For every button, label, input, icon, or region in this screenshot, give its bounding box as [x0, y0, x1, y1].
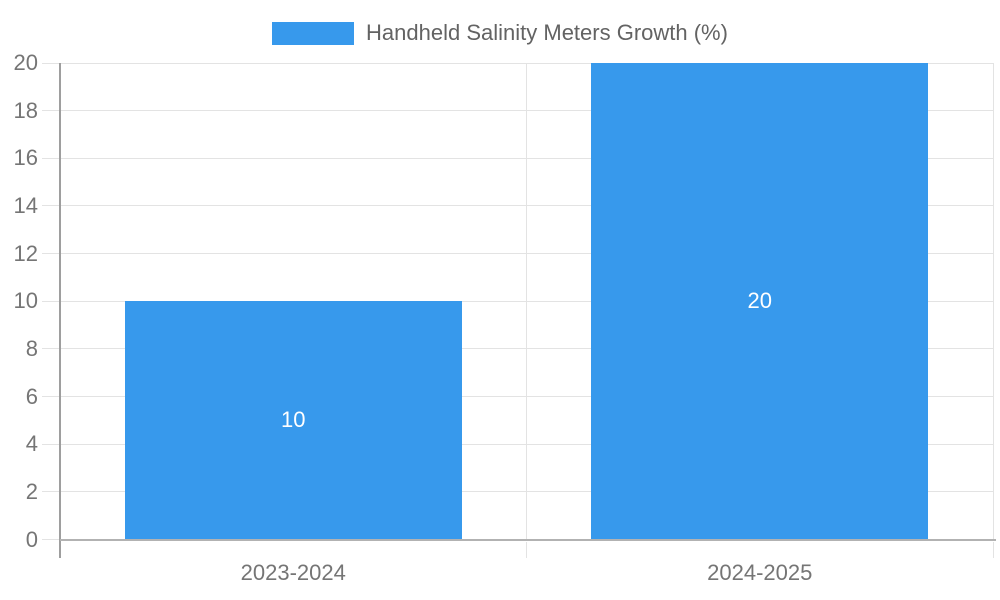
y-tick-label: 4	[25, 431, 38, 457]
y-tick-label: 8	[25, 335, 38, 361]
y-tick-mark	[42, 253, 60, 255]
x-tick-mark	[526, 541, 527, 558]
y-tick-mark	[42, 205, 60, 207]
y-tick-mark	[42, 110, 60, 112]
bar-2024-2025[interactable]: 20	[591, 63, 929, 540]
legend-swatch	[272, 21, 355, 45]
y-tick-mark	[42, 443, 60, 445]
y-tick-mark	[42, 157, 60, 159]
v-gridline	[526, 63, 527, 540]
x-tick-label: 2024-2025	[707, 560, 813, 585]
bar-value-label: 20	[747, 288, 772, 314]
bar-2023-2024[interactable]: 10	[124, 301, 462, 540]
v-gridline	[992, 63, 994, 540]
y-tick-label: 16	[13, 145, 38, 171]
y-tick-label: 2	[25, 478, 38, 504]
x-tick-mark	[992, 541, 994, 558]
y-tick-mark	[42, 491, 60, 493]
y-tick-mark	[42, 348, 60, 350]
y-tick-label: 12	[13, 240, 38, 266]
bar-value-label: 10	[280, 407, 306, 433]
y-tick-label: 14	[13, 192, 38, 218]
x-axis-line	[60, 538, 996, 541]
legend-label: Handheld Salinity Meters Growth (%)	[366, 20, 728, 45]
x-tick-label: 2023-2024	[240, 560, 346, 585]
y-tick-label: 18	[13, 97, 38, 123]
y-tick-mark	[42, 539, 60, 540]
y-tick-mark	[42, 300, 60, 302]
y-tick-label: 20	[13, 50, 38, 75]
y-tick-label: 10	[13, 288, 38, 314]
y-tick-mark	[42, 62, 60, 64]
y-axis-line	[59, 63, 61, 558]
y-tick-label: 0	[25, 526, 38, 552]
y-tick-mark	[42, 396, 60, 398]
chart-legend[interactable]: Handheld Salinity Meters Growth (%)	[0, 20, 1000, 46]
y-tick-label: 6	[25, 383, 38, 409]
